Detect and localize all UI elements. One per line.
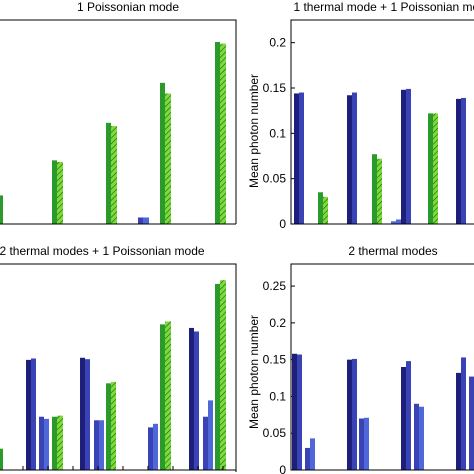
bar-bottom-right-a — [401, 367, 406, 470]
y-tick-label: 0.1 — [269, 126, 286, 140]
bar-top-right-b — [352, 92, 357, 225]
bar-top-right-a — [456, 98, 461, 224]
bar-bottom-left-a — [80, 357, 85, 470]
bar-bottom-left-hatched — [165, 321, 171, 470]
bar-bottom-right-b — [310, 438, 315, 470]
bar-top-right-b — [396, 219, 401, 224]
axes-frame-bottom-left — [0, 263, 237, 472]
bar-top-left-a — [160, 82, 165, 224]
y-tick-label: 0.25 — [263, 279, 287, 293]
bar-bottom-left-b — [208, 400, 213, 470]
y-tick-label: 0 — [279, 217, 286, 231]
bar-bottom-left-a — [0, 448, 3, 470]
panel-bottom-left: 2 thermal modes + 1 Poissonian mode — [0, 244, 237, 472]
bars-bottom-left — [0, 280, 226, 470]
bar-bottom-right-b — [419, 406, 424, 470]
y-tick-label: 0.15 — [263, 81, 287, 95]
y-tick-label: 0.05 — [263, 172, 287, 186]
bar-top-left-b — [111, 126, 117, 224]
y-tick-label: 0.05 — [263, 426, 287, 440]
y-ticks-bottom-right: 0.25 0.2 0.15 0.1 0.05 0 — [263, 279, 295, 474]
bar-bottom-right-b — [406, 361, 411, 470]
bar-bottom-left-green — [52, 416, 57, 470]
bar-bottom-left-a — [148, 427, 153, 470]
y-tick-label: 0 — [279, 463, 286, 474]
bar-bottom-right-a — [305, 447, 310, 470]
panel-title-bottom-right: 2 thermal modes — [348, 244, 437, 258]
bar-top-right-b — [299, 92, 304, 225]
bar-bottom-left-a — [189, 327, 194, 470]
bar-bottom-right-a — [347, 359, 352, 470]
y-tick-label: 0.2 — [269, 316, 286, 330]
bar-bottom-left-b — [31, 358, 36, 470]
bar-top-right-b — [406, 88, 411, 224]
bar-bottom-left-a — [39, 416, 44, 470]
bar-top-left-b — [57, 161, 63, 224]
bar-top-left-a — [215, 42, 220, 225]
bar-bottom-left-a — [106, 383, 111, 470]
bar-top-left-b — [220, 43, 226, 224]
bar-bottom-left-b — [194, 331, 199, 470]
y-axis-label-bottom-right: Mean photon number — [247, 315, 261, 429]
bar-bottom-left-green — [160, 324, 165, 470]
y-tick-label: 0.1 — [269, 389, 286, 403]
y-tick-label: 0.2 — [269, 36, 286, 50]
bar-bottom-left-a — [94, 420, 99, 470]
bar-bottom-right-b — [461, 357, 466, 470]
bar-bottom-left-b — [153, 423, 158, 470]
bar-bottom-right-a — [456, 372, 461, 470]
panel-title-top-right: 1 thermal mode + 1 Poissonian mode — [293, 0, 474, 14]
bar-top-left-b — [143, 217, 149, 224]
bars-top-right — [294, 88, 466, 225]
panel-title-bottom-left: 2 thermal modes + 1 Poissonian mode — [0, 244, 205, 258]
bar-top-right-b — [461, 97, 466, 224]
bar-bottom-right-a — [469, 376, 474, 470]
panel-title-top-left: 1 Poissonian mode — [77, 0, 179, 14]
bar-top-right-a — [428, 113, 433, 224]
bars-bottom-right — [292, 353, 474, 470]
bar-bottom-left-b — [85, 359, 90, 470]
bars-top-left — [0, 42, 226, 225]
bar-top-left-a — [106, 122, 111, 224]
y-tick-label: 0.15 — [263, 353, 287, 367]
bar-top-right-a — [347, 95, 352, 225]
bar-top-right-a — [294, 93, 299, 224]
bar-top-right-a — [391, 221, 396, 224]
bar-top-right-a — [318, 192, 323, 224]
bar-bottom-right-a — [292, 353, 297, 470]
bar-top-left-b — [165, 93, 171, 224]
panel-top-right: 1 thermal mode + 1 Poissonian mode Mean … — [247, 0, 474, 231]
bar-bottom-right-a — [414, 403, 419, 470]
bar-top-right-a — [401, 89, 406, 225]
panel-bottom-right: 2 thermal modes Mean photon number 0.250… — [247, 244, 474, 474]
axes-frame-bottom-right — [290, 263, 474, 471]
bar-top-right-b — [433, 113, 438, 224]
y-axis-label-top-right: Mean photon number — [247, 74, 261, 188]
axes-frame-top-right — [290, 19, 474, 225]
bar-top-left-a — [138, 217, 143, 224]
bar-top-right-b — [323, 196, 328, 224]
bar-bottom-right-a — [359, 418, 364, 470]
bar-bottom-left-b — [99, 420, 104, 470]
bar-bottom-right-b — [364, 417, 369, 470]
panel-top-left: 1 Poissonian mode — [0, 0, 237, 225]
bar-bottom-left-a — [203, 416, 208, 470]
bar-top-right-a — [372, 154, 377, 224]
bar-top-left-a — [52, 160, 57, 224]
bar-bottom-left-a — [26, 359, 31, 470]
bar-top-right-b — [377, 158, 382, 224]
bar-bottom-left-b — [44, 418, 49, 470]
bar-bottom-left-hatched — [57, 415, 63, 470]
axes-frame-top-left — [0, 19, 237, 224]
bar-bottom-right-b — [297, 354, 302, 470]
bar-bottom-left-b — [111, 381, 116, 470]
bar-top-left-a — [0, 195, 3, 224]
bar-bottom-left-green — [215, 283, 220, 470]
y-ticks-top-right: 0.2 0.15 0.1 0.05 0 — [263, 36, 295, 231]
bar-bottom-right-b — [352, 358, 357, 470]
bar-bottom-left-hatched — [220, 280, 226, 470]
